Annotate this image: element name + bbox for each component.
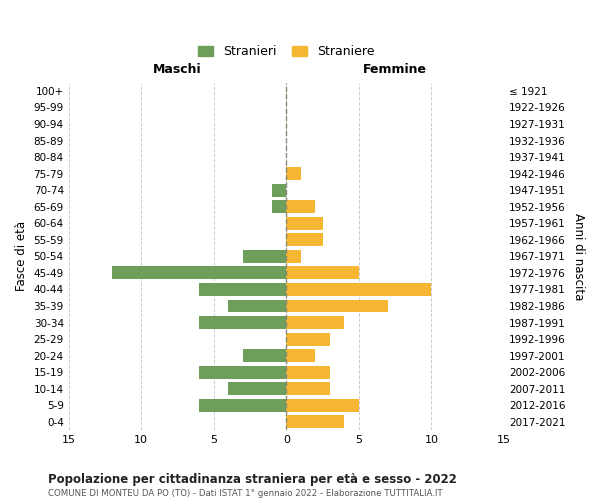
Bar: [286, 167, 301, 180]
Bar: [286, 234, 323, 246]
Bar: [286, 300, 388, 312]
Bar: [243, 349, 286, 362]
Bar: [228, 382, 286, 395]
Y-axis label: Anni di nascita: Anni di nascita: [572, 212, 585, 300]
Bar: [286, 217, 323, 230]
Bar: [286, 399, 359, 412]
Bar: [199, 399, 286, 412]
Bar: [286, 416, 344, 428]
Bar: [272, 184, 286, 196]
Bar: [286, 266, 359, 280]
Bar: [199, 283, 286, 296]
Bar: [228, 300, 286, 312]
Text: Femmine: Femmine: [363, 62, 427, 76]
Text: COMUNE DI MONTEU DA PO (TO) - Dati ISTAT 1° gennaio 2022 - Elaborazione TUTTITAL: COMUNE DI MONTEU DA PO (TO) - Dati ISTAT…: [48, 489, 443, 498]
Text: Maschi: Maschi: [153, 62, 202, 76]
Bar: [286, 316, 344, 329]
Legend: Stranieri, Straniere: Stranieri, Straniere: [193, 40, 379, 64]
Text: Popolazione per cittadinanza straniera per età e sesso - 2022: Popolazione per cittadinanza straniera p…: [48, 472, 457, 486]
Bar: [286, 250, 301, 263]
Bar: [199, 366, 286, 378]
Bar: [199, 316, 286, 329]
Bar: [112, 266, 286, 280]
Bar: [272, 200, 286, 213]
Y-axis label: Fasce di età: Fasce di età: [15, 222, 28, 292]
Bar: [286, 200, 316, 213]
Bar: [286, 332, 330, 345]
Bar: [286, 283, 431, 296]
Bar: [286, 382, 330, 395]
Bar: [286, 349, 316, 362]
Bar: [243, 250, 286, 263]
Bar: [286, 366, 330, 378]
